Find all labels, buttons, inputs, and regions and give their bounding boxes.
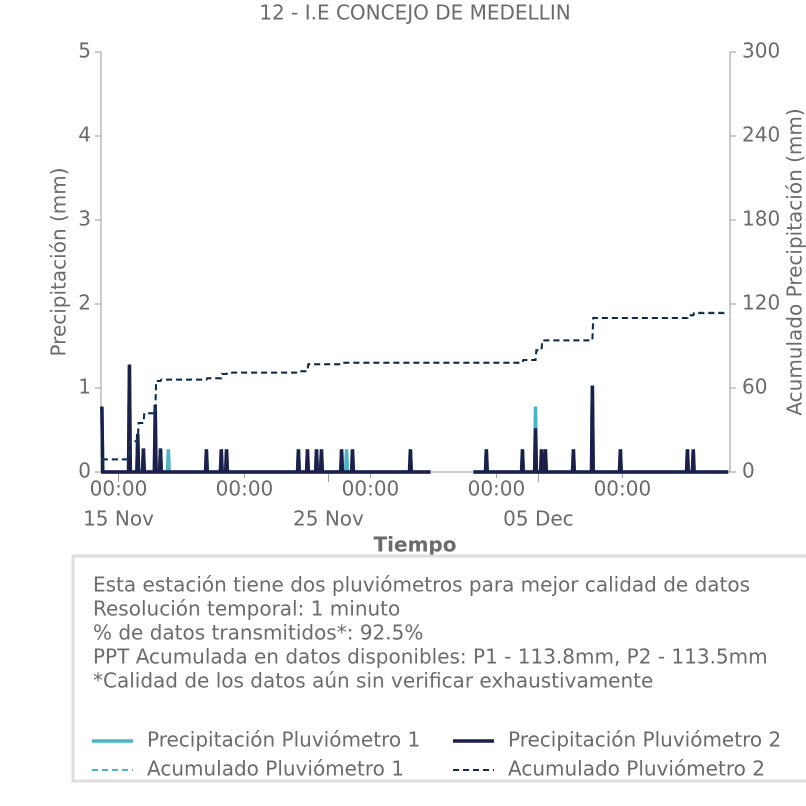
y-tick-label: 4 <box>78 123 91 147</box>
note: Esta estación tiene dos pluviómetros par… <box>93 573 750 597</box>
x-date-label: 05 Dec <box>503 507 574 531</box>
y2-tick-label: 60 <box>742 375 767 399</box>
x-tick-label: 00:00 <box>594 477 652 501</box>
y-tick-label: 5 <box>78 39 91 63</box>
note: PPT Acumulada en datos disponibles: P1 -… <box>93 645 768 669</box>
y-tick-label: 2 <box>78 291 91 315</box>
precip-line <box>100 364 729 474</box>
cumulative-line <box>101 311 729 461</box>
x-axis-label: Tiempo <box>374 533 457 557</box>
note: *Calidad de los datos aún sin verificar … <box>93 669 653 693</box>
legend-label: Acumulado Pluviómetro 1 <box>147 757 404 781</box>
y2-axis-label: Acumulado Precipitación (mm) <box>783 108 806 415</box>
x-tick-label: 00:00 <box>468 477 526 501</box>
legend-label: Precipitación Pluviómetro 2 <box>508 728 781 752</box>
y2-tick-label: 180 <box>742 207 780 231</box>
cumulative-line <box>101 312 729 461</box>
y2-tick-label: 120 <box>742 291 780 315</box>
legend-box <box>71 554 806 783</box>
x-date-label: 25 Nov <box>293 507 364 531</box>
x-date-label: 15 Nov <box>83 507 154 531</box>
legend-label: Precipitación Pluviómetro 1 <box>147 728 420 752</box>
y-tick-label: 1 <box>78 375 91 399</box>
y-axis-label: Precipitación (mm) <box>47 167 71 356</box>
note: Resolución temporal: 1 minuto <box>93 597 400 621</box>
note: % de datos transmitidos*: 92.5% <box>93 621 423 645</box>
x-tick-label: 00:00 <box>216 477 274 501</box>
chart-title: 12 - I.E CONCEJO DE MEDELLIN <box>259 1 570 25</box>
legend-label: Acumulado Pluviómetro 2 <box>508 757 765 781</box>
y-tick-label: 3 <box>78 207 91 231</box>
y2-tick-label: 300 <box>742 39 780 63</box>
x-tick-label: 00:00 <box>342 477 400 501</box>
y2-tick-label: 0 <box>742 459 755 483</box>
y2-tick-label: 240 <box>742 123 780 147</box>
y-tick-label: 0 <box>78 459 91 483</box>
precip-line <box>100 364 729 474</box>
